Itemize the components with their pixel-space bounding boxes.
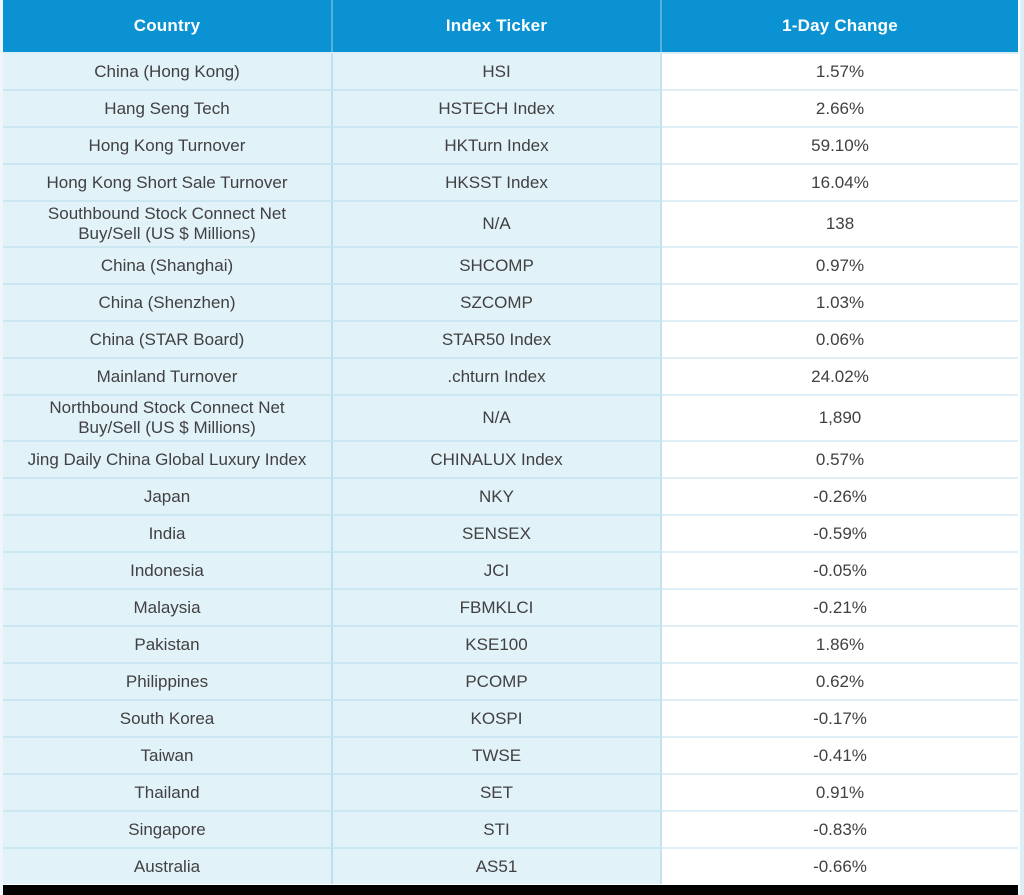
table-row: Pakistan KSE100 1.86%: [3, 625, 1020, 662]
table-row: China (Shenzhen) SZCOMP 1.03%: [3, 283, 1020, 320]
change-cell: 1.57%: [662, 52, 1018, 89]
ticker-cell: AS51: [333, 847, 662, 884]
change-cell: 0.97%: [662, 246, 1018, 283]
table-row: Japan NKY -0.26%: [3, 477, 1020, 514]
country-cell: Northbound Stock Connect Net Buy/Sell (U…: [3, 394, 333, 440]
table-row: Hong Kong Turnover HKTurn Index 59.10%: [3, 126, 1020, 163]
country-cell: Japan: [3, 477, 333, 514]
country-cell: Australia: [3, 847, 333, 884]
table-row: China (STAR Board) STAR50 Index 0.06%: [3, 320, 1020, 357]
table-row: Malaysia FBMKLCI -0.21%: [3, 588, 1020, 625]
ticker-cell: N/A: [333, 394, 662, 440]
country-cell: Hong Kong Short Sale Turnover: [3, 163, 333, 200]
table-row: China (Hong Kong) HSI 1.57%: [3, 52, 1020, 89]
change-cell: 24.02%: [662, 357, 1018, 394]
change-cell: -0.17%: [662, 699, 1018, 736]
change-cell: 16.04%: [662, 163, 1018, 200]
table-row: Indonesia JCI -0.05%: [3, 551, 1020, 588]
table-row: Australia AS51 -0.66%: [3, 847, 1020, 884]
ticker-cell: HSI: [333, 52, 662, 89]
table-row: Thailand SET 0.91%: [3, 773, 1020, 810]
table-row: China (Shanghai) SHCOMP 0.97%: [3, 246, 1020, 283]
table-row: Northbound Stock Connect Net Buy/Sell (U…: [3, 394, 1020, 440]
change-cell: 2.66%: [662, 89, 1018, 126]
ticker-cell: FBMKLCI: [333, 588, 662, 625]
country-cell: Pakistan: [3, 625, 333, 662]
change-cell: -0.41%: [662, 736, 1018, 773]
table-header-row: Country Index Ticker 1-Day Change: [3, 0, 1020, 52]
country-cell: China (Hong Kong): [3, 52, 333, 89]
ticker-cell: STI: [333, 810, 662, 847]
change-cell: -0.05%: [662, 551, 1018, 588]
change-cell: 0.91%: [662, 773, 1018, 810]
change-cell: -0.26%: [662, 477, 1018, 514]
table-row: Mainland Turnover .chturn Index 24.02%: [3, 357, 1020, 394]
country-cell: Taiwan: [3, 736, 333, 773]
ticker-cell: KOSPI: [333, 699, 662, 736]
country-cell: China (STAR Board): [3, 320, 333, 357]
ticker-cell: PCOMP: [333, 662, 662, 699]
ticker-cell: JCI: [333, 551, 662, 588]
country-cell: Philippines: [3, 662, 333, 699]
country-cell: Mainland Turnover: [3, 357, 333, 394]
header-cell-country: Country: [3, 0, 333, 52]
ticker-cell: HKTurn Index: [333, 126, 662, 163]
change-cell: 1,890: [662, 394, 1018, 440]
country-cell: China (Shanghai): [3, 246, 333, 283]
change-cell: 1.86%: [662, 625, 1018, 662]
ticker-cell: TWSE: [333, 736, 662, 773]
header-cell-index-ticker: Index Ticker: [333, 0, 662, 52]
ticker-cell: SZCOMP: [333, 283, 662, 320]
country-cell: Malaysia: [3, 588, 333, 625]
change-cell: -0.59%: [662, 514, 1018, 551]
change-cell: 138: [662, 200, 1018, 246]
ticker-cell: N/A: [333, 200, 662, 246]
country-cell: Indonesia: [3, 551, 333, 588]
table-row: South Korea KOSPI -0.17%: [3, 699, 1020, 736]
header-cell-1-day-change: 1-Day Change: [662, 0, 1018, 52]
country-cell: South Korea: [3, 699, 333, 736]
ticker-cell: HSTECH Index: [333, 89, 662, 126]
country-cell: China (Shenzhen): [3, 283, 333, 320]
change-cell: -0.66%: [662, 847, 1018, 884]
table-row: Singapore STI -0.83%: [3, 810, 1020, 847]
change-cell: 0.06%: [662, 320, 1018, 357]
country-cell: Thailand: [3, 773, 333, 810]
ticker-cell: SET: [333, 773, 662, 810]
change-cell: -0.83%: [662, 810, 1018, 847]
change-cell: 0.57%: [662, 440, 1018, 477]
ticker-cell: KSE100: [333, 625, 662, 662]
ticker-cell: CHINALUX Index: [333, 440, 662, 477]
table-row: Jing Daily China Global Luxury Index CHI…: [3, 440, 1020, 477]
ticker-cell: .chturn Index: [333, 357, 662, 394]
table-row: India SENSEX -0.59%: [3, 514, 1020, 551]
change-cell: 59.10%: [662, 126, 1018, 163]
country-cell: Southbound Stock Connect Net Buy/Sell (U…: [3, 200, 333, 246]
change-cell: 1.03%: [662, 283, 1018, 320]
table-body: China (Hong Kong) HSI 1.57% Hang Seng Te…: [3, 52, 1020, 884]
ticker-cell: STAR50 Index: [333, 320, 662, 357]
bottom-edge-bar: [3, 885, 1018, 895]
change-cell: 0.62%: [662, 662, 1018, 699]
country-cell: Hang Seng Tech: [3, 89, 333, 126]
table-row: Southbound Stock Connect Net Buy/Sell (U…: [3, 200, 1020, 246]
table-row: Philippines PCOMP 0.62%: [3, 662, 1020, 699]
country-cell: Hong Kong Turnover: [3, 126, 333, 163]
country-cell: Jing Daily China Global Luxury Index: [3, 440, 333, 477]
change-cell: -0.21%: [662, 588, 1018, 625]
ticker-cell: SHCOMP: [333, 246, 662, 283]
table-row: Taiwan TWSE -0.41%: [3, 736, 1020, 773]
table-row: Hong Kong Short Sale Turnover HKSST Inde…: [3, 163, 1020, 200]
ticker-cell: SENSEX: [333, 514, 662, 551]
ticker-cell: HKSST Index: [333, 163, 662, 200]
table-row: Hang Seng Tech HSTECH Index 2.66%: [3, 89, 1020, 126]
ticker-cell: NKY: [333, 477, 662, 514]
country-cell: Singapore: [3, 810, 333, 847]
country-cell: India: [3, 514, 333, 551]
